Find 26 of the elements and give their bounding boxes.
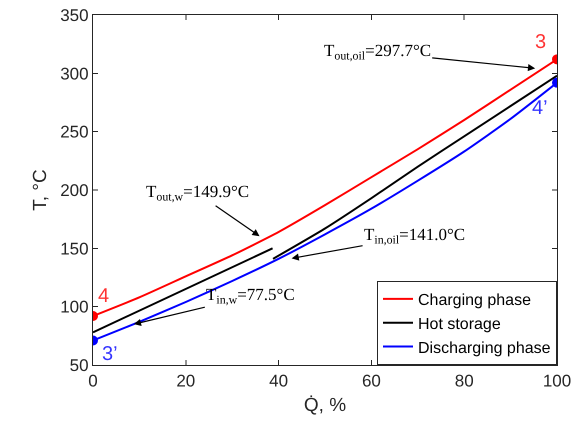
y-tick-label: 150 — [60, 239, 89, 258]
legend-label: Discharging phase — [418, 340, 551, 357]
annotation: 4’ — [532, 97, 548, 119]
x-tick-label: 60 — [362, 371, 381, 390]
legend-label: Hot storage — [418, 316, 501, 333]
x-tick-label: 80 — [454, 371, 474, 390]
y-tick-label: 200 — [60, 180, 89, 200]
x-tick-label: 20 — [176, 371, 196, 390]
x-axis-title: Q̇, % — [304, 394, 346, 416]
annotation: T$_{in,w}$=77.5°C — [206, 285, 295, 307]
y-tick-label: 350 — [60, 6, 89, 25]
y-tick-label: 100 — [60, 298, 89, 317]
y-tick-label: 300 — [60, 64, 89, 84]
annotation: T$_{in,oil}$=141.0°C — [364, 225, 466, 247]
x-tick-label: 40 — [269, 371, 288, 390]
y-tick-label: 250 — [60, 122, 89, 142]
legend-label: Charging phase — [418, 292, 532, 310]
x-tick-label: 0 — [88, 371, 98, 390]
y-axis-title: T, °C — [30, 169, 52, 211]
annotation: T$_{out,w}$=149.9°C — [146, 182, 250, 204]
annotation: 3’ — [102, 343, 118, 365]
annotation: 4 — [98, 285, 110, 307]
annotation: T$_{out,oil}$=297.7°C — [324, 41, 432, 63]
x-tick-label: 100 — [542, 371, 572, 390]
annotation: 3 — [535, 31, 546, 53]
y-tick-label: 50 — [70, 356, 89, 375]
